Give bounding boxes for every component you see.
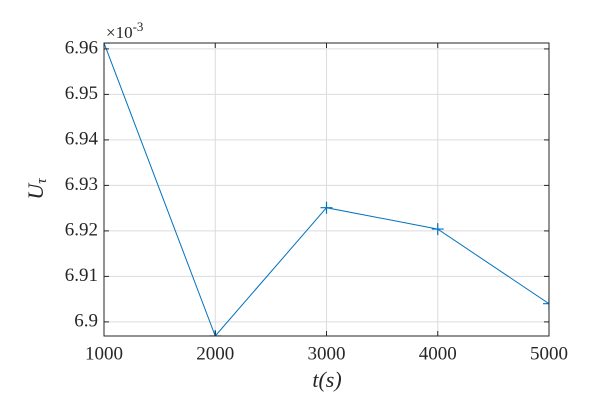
exponent-base: ×10 [106,23,133,42]
exponent-label: ×10-3 [106,19,143,42]
y-axis-label-main: U [23,182,48,200]
y-tick-label: 6.93 [65,174,98,195]
x-tick-label: 1000 [85,343,123,364]
x-tick-label: 4000 [419,343,457,364]
y-tick-label: 6.9 [74,310,98,331]
y-axis-label: Uτ [23,178,50,200]
y-tick-label: 6.92 [65,219,98,240]
y-tick-label: 6.91 [65,265,98,286]
x-tick-label: 2000 [196,343,234,364]
x-axis-label: t(s) [312,367,341,392]
x-tick-label: 3000 [308,343,346,364]
exponent-power: -3 [133,19,144,34]
y-tick-label: 6.96 [65,37,98,58]
y-tick-label: 6.94 [65,128,99,149]
data-marker [431,223,444,236]
data-marker [543,297,549,310]
y-tick-label: 6.95 [65,83,98,104]
x-tick-label: 5000 [530,343,568,364]
data-marker [320,201,333,214]
y-axis-label-subscript: τ [34,178,50,184]
